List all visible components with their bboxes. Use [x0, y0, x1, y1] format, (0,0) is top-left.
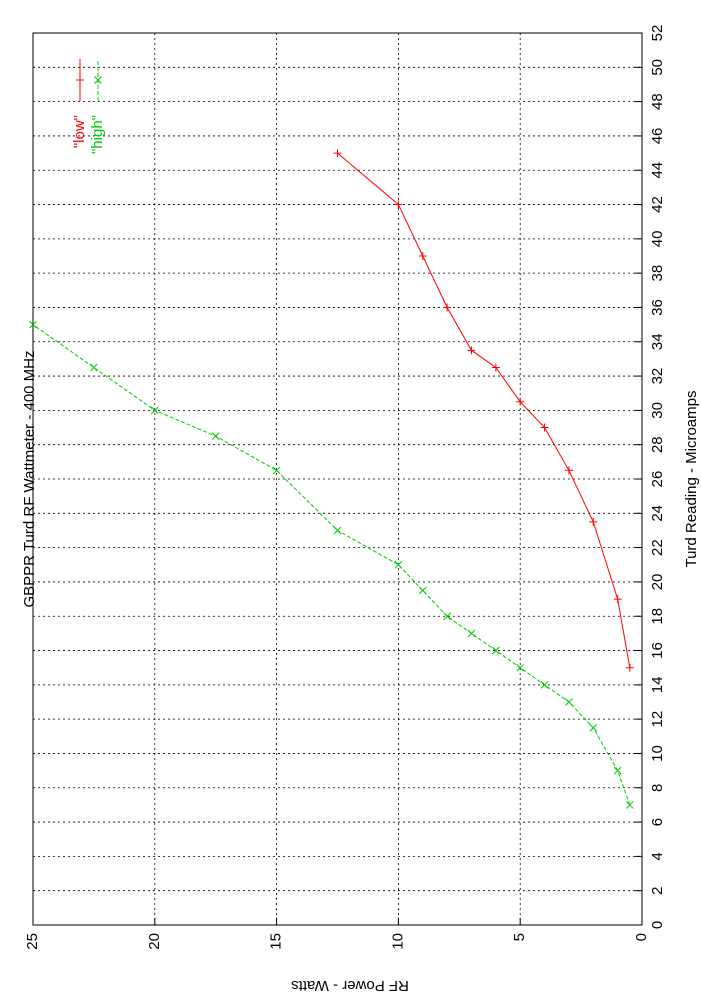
data-point: [443, 612, 451, 621]
data-point: [565, 698, 573, 706]
y-tick-label: 20: [146, 933, 163, 950]
data-point: [625, 801, 634, 809]
data-point: [418, 586, 427, 595]
data-point: [333, 149, 342, 158]
x-tick-label: 18: [649, 608, 666, 625]
x-tick-label: 6: [649, 818, 666, 826]
data-point: [418, 252, 427, 260]
y-tick-label: 0: [633, 933, 650, 941]
x-tick-label: 0: [649, 921, 666, 929]
x-tick-label: 44: [649, 162, 666, 179]
data-point: [516, 397, 525, 406]
data-point: [491, 646, 500, 655]
x-tick-label: 42: [649, 196, 666, 213]
y-tick-label: 10: [389, 933, 406, 950]
x-tick-label: 46: [649, 128, 666, 145]
x-tick-label: 16: [649, 642, 666, 659]
data-point: [540, 423, 549, 432]
x-tick-label: 12: [649, 711, 666, 728]
data-point: [394, 560, 403, 569]
legend-label: "low": [71, 115, 88, 148]
data-point: [516, 663, 525, 672]
x-tick-label: 22: [649, 539, 666, 556]
x-tick-label: 36: [649, 299, 666, 316]
x-tick-label: 50: [649, 59, 666, 76]
x-tick-label: 40: [649, 231, 666, 248]
chart-title: GBPPR Turd RF Wattmeter - 400 MHz: [21, 351, 38, 608]
data-point: [564, 466, 573, 475]
y-tick-label: 5: [511, 933, 528, 941]
data-point: [443, 303, 452, 312]
x-tick-label: 24: [649, 505, 666, 522]
data-point: [333, 526, 342, 535]
data-point: [467, 629, 476, 638]
x-tick-label: 52: [649, 25, 666, 42]
x-tick-label: 34: [649, 333, 666, 350]
y-tick-label: 15: [268, 933, 285, 950]
x-tick-label: 14: [649, 677, 666, 694]
data-point: [589, 723, 598, 732]
data-point: [150, 406, 159, 415]
legend-marker: [76, 76, 84, 84]
data-point: [90, 363, 98, 372]
data-point: [589, 517, 598, 526]
legend-label: "high": [89, 115, 106, 154]
x-tick-label: 32: [649, 368, 666, 385]
data-point: [625, 663, 634, 672]
data-point: [613, 595, 622, 604]
data-point: [467, 346, 476, 355]
x-tick-label: 28: [649, 436, 666, 453]
x-tick-label: 4: [649, 852, 666, 860]
x-tick-label: 20: [649, 574, 666, 591]
x-tick-label: 2: [649, 887, 666, 895]
x-tick-label: 38: [649, 265, 666, 282]
x-tick-label: 8: [649, 784, 666, 792]
data-point: [211, 432, 220, 440]
x-tick-label: 26: [649, 471, 666, 488]
x-tick-label: 10: [649, 745, 666, 762]
x-tick-label: 30: [649, 402, 666, 419]
rotated-plot: GBPPR Turd RF Wattmeter - 400 MHz Turd R…: [21, 25, 700, 994]
series-line: [32, 324, 631, 806]
data-point: [29, 320, 37, 329]
data-point: [491, 363, 500, 372]
y-tick-label: 25: [24, 933, 41, 950]
data-point: [272, 466, 281, 475]
series-line: [337, 152, 631, 668]
data-point: [613, 766, 622, 775]
data-point: [540, 680, 549, 689]
x-tick-label: 48: [649, 93, 666, 110]
y-axis-label: RF Power - Watts: [291, 977, 409, 994]
legend-marker: [94, 76, 102, 84]
data-point: [394, 200, 403, 209]
x-axis-label: Turd Reading - Microamps: [683, 390, 700, 567]
